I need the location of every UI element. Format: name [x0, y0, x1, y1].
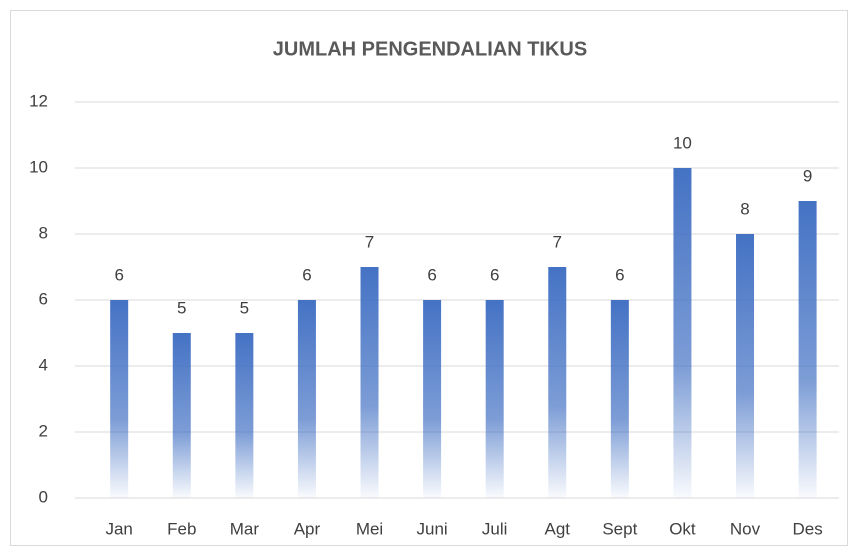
bar: [235, 333, 254, 498]
bar: [673, 168, 692, 498]
data-label: 5: [177, 298, 186, 317]
y-tick-label: 6: [39, 289, 48, 308]
bar: [360, 267, 379, 498]
x-tick-label: Sept: [602, 519, 637, 538]
data-label: 6: [302, 265, 311, 284]
data-label: 5: [240, 298, 249, 317]
data-label: 7: [553, 232, 562, 251]
chart-title: JUMLAH PENGENDALIAN TIKUS: [273, 38, 587, 60]
data-label: 9: [803, 166, 812, 185]
data-label: 7: [365, 232, 374, 251]
data-label: 6: [427, 265, 436, 284]
y-tick-label: 10: [29, 157, 48, 176]
bar: [485, 300, 504, 498]
x-tick-label: Juli: [482, 519, 508, 538]
y-tick-label: 0: [39, 487, 48, 506]
bar: [798, 201, 817, 498]
data-label: 6: [615, 265, 624, 284]
x-tick-label: Mei: [356, 519, 383, 538]
y-tick-label: 12: [29, 91, 48, 110]
x-tick-label: Juni: [417, 519, 448, 538]
bar: [297, 300, 316, 498]
bar: [610, 300, 629, 498]
y-tick-label: 2: [39, 421, 48, 440]
x-tick-label: Apr: [294, 519, 321, 538]
bar: [736, 234, 755, 498]
data-label: 6: [114, 265, 123, 284]
bar: [110, 300, 129, 498]
y-tick-label: 8: [39, 223, 48, 242]
x-tick-label: Okt: [669, 519, 696, 538]
x-tick-label: Agt: [545, 519, 571, 538]
x-tick-label: Jan: [105, 519, 132, 538]
data-label: 6: [490, 265, 499, 284]
bar: [172, 333, 191, 498]
x-tick-label: Des: [792, 519, 822, 538]
bar: [423, 300, 442, 498]
x-tick-label: Nov: [730, 519, 761, 538]
y-tick-label: 4: [39, 355, 48, 374]
x-tick-label: Mar: [230, 519, 260, 538]
x-tick-label: Feb: [167, 519, 196, 538]
data-label: 10: [673, 133, 692, 152]
bar: [548, 267, 567, 498]
data-label: 8: [740, 199, 749, 218]
